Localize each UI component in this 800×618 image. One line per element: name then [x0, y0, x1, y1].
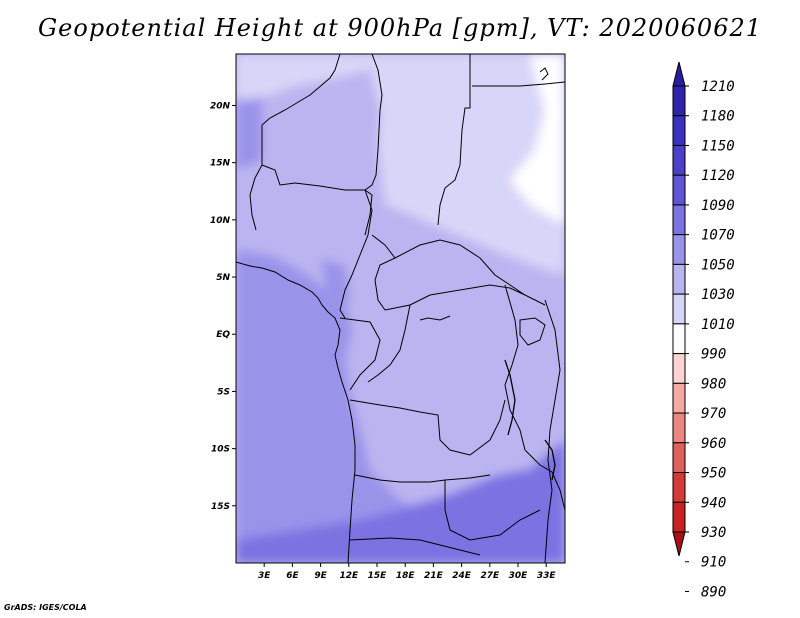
colorbar-swatch — [672, 115, 686, 146]
colorbar-label: 990 — [701, 347, 726, 363]
colorbar-label: 970 — [701, 406, 726, 422]
border-nigeria-niger — [261, 164, 373, 236]
map-frame — [235, 53, 566, 564]
colorbar-swatch — [672, 174, 686, 206]
colorbar-top-cap — [672, 61, 686, 87]
field-band-1010-1030-northwest — [236, 54, 372, 100]
lake-victoria — [519, 317, 546, 346]
colorbar-swatch — [672, 472, 686, 503]
border-niger-libya — [364, 54, 383, 191]
border-car-sudan — [394, 239, 526, 296]
lon-tick-label: 9E — [314, 571, 327, 581]
field-band-1070-1090 — [236, 440, 565, 563]
border-drc-car — [384, 284, 546, 311]
colorbar-label: 930 — [701, 525, 726, 541]
colorbar-label: 1120 — [701, 168, 735, 184]
lat-tick-label: 20N — [210, 101, 231, 111]
border-zambia-zimbabwe — [444, 480, 541, 541]
colorbar-swatch — [672, 234, 686, 265]
colorbar-swatch — [672, 85, 686, 117]
border-congo-drc — [367, 304, 411, 383]
river-segment — [419, 315, 451, 321]
border-angola-drc — [349, 399, 506, 456]
page-title: Geopotential Height at 900hPa [gpm], VT:… — [38, 14, 762, 42]
colorbar-label: 890 — [701, 584, 726, 600]
colorbar-label: 1150 — [701, 138, 735, 154]
atlantic-coastline — [236, 261, 356, 563]
border-drc-east — [504, 284, 526, 451]
border-east-africa — [544, 299, 561, 563]
field-band-1050-1070-cameroon — [320, 260, 350, 300]
border-burkina — [249, 125, 263, 231]
field-band-1050-1070 — [236, 250, 565, 563]
country-borders — [236, 54, 565, 563]
colorbar-label: 910 — [701, 555, 726, 571]
border-cameroon-nigeria — [339, 189, 373, 319]
lat-tick-label: EQ — [216, 330, 230, 340]
border-congo-gabon — [339, 317, 381, 391]
colorbar-label: 1010 — [701, 317, 735, 333]
border-egypt-sudan — [472, 81, 565, 87]
colorbar-swatch — [672, 323, 686, 355]
colorbar-label: 940 — [701, 495, 726, 511]
colorbar-swatch — [672, 293, 686, 325]
colorbar-label: 1050 — [701, 257, 735, 273]
lon-tick-label: 33E — [537, 571, 557, 581]
lat-tick-label: 10S — [211, 445, 230, 455]
border-chad-car — [371, 234, 396, 311]
lat-tick-label: 15N — [210, 159, 231, 169]
colorbar-label: 1030 — [701, 287, 735, 303]
colorbar-label: 1210 — [701, 79, 735, 95]
border-mozambique — [524, 449, 565, 511]
colorbar-swatch — [672, 353, 686, 384]
colorbar-swatch — [672, 204, 686, 236]
height-field — [236, 54, 565, 563]
lon-tick-label: 30E — [509, 571, 529, 581]
colorbar-swatch — [672, 263, 686, 295]
colorbar-swatch — [672, 412, 686, 444]
colorbar-swatch — [672, 382, 686, 414]
lat-tick-label: 5S — [217, 387, 230, 397]
lake-tanganyika — [504, 359, 516, 436]
lon-tick-label: 15E — [368, 571, 388, 581]
colorbar-label: 1180 — [701, 109, 735, 125]
border-mali-algeria — [261, 54, 341, 126]
border-namibia-botswana — [349, 537, 481, 556]
colorbar: 1210 1180 1150 1120 1090 1070 1050 1030 1010 990 9… — [672, 61, 735, 600]
credit-label: GrADS: IGES/COLA — [4, 603, 87, 612]
lon-tick-label: 27E — [480, 571, 500, 581]
colorbar-swatch — [672, 144, 686, 176]
nile-delta — [539, 67, 549, 81]
colorbar-swatch — [672, 442, 686, 474]
colorbar-label: 980 — [701, 376, 726, 392]
border-angola-zambia — [354, 474, 491, 483]
lat-tick-label: 5N — [216, 273, 230, 283]
field-band-1010-1030 — [372, 54, 565, 275]
colorbar-bottom-cap — [672, 531, 686, 557]
lat-tick-label: 15S — [211, 502, 230, 512]
colorbar-label: 950 — [701, 466, 726, 482]
colorbar-label: 960 — [701, 436, 726, 452]
lon-tick-label: 6E — [286, 571, 299, 581]
field-band-1050-1070-northwest — [236, 100, 262, 170]
lon-tick-label: 18E — [396, 571, 416, 581]
latitude-axis: 20N 15N 10N 5N EQ 5S 10S 15S — [210, 101, 236, 512]
lon-tick-label: 12E — [339, 571, 359, 581]
colorbar-label: 1090 — [701, 198, 735, 214]
longitude-axis: 3E 6E 9E 12E 15E 18E 21E 24E 27E 30E 33E — [258, 563, 556, 581]
lon-tick-label: 3E — [258, 571, 271, 581]
lat-tick-label: 10N — [210, 216, 231, 226]
lon-tick-label: 24E — [452, 571, 472, 581]
colorbar-label: 1070 — [701, 228, 735, 244]
field-band-990-1010 — [510, 54, 565, 225]
lon-tick-label: 21E — [424, 571, 444, 581]
lake-malawi — [544, 439, 556, 481]
border-sudan-chad — [437, 54, 471, 226]
colorbar-swatch — [672, 501, 686, 533]
